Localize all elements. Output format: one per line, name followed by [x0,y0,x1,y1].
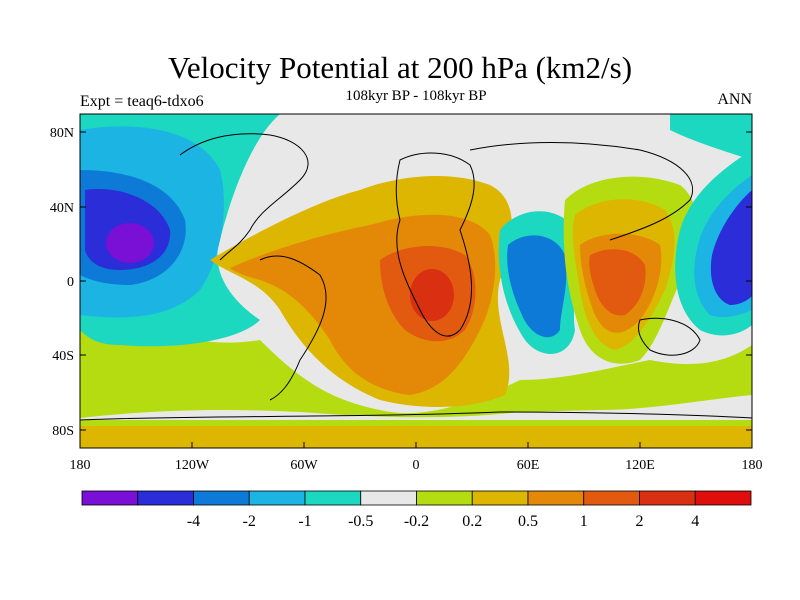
colorbar-swatch [471,490,529,506]
colorbar-label: 4 [691,513,699,530]
lat-tick-label: 80N [50,126,74,141]
colorbar-label: 1 [580,513,588,530]
lat-tick-label: 40N [50,201,74,216]
colorbar-swatch [137,490,194,506]
colorbar: -4 -2 -1 -0.5 -0.2 0.2 0.5 1 2 4 [81,490,752,530]
lon-tick-label: 0 [413,458,420,473]
lon-tick-label: 60E [517,458,540,473]
lon-tick-label: 180 [742,458,763,473]
velocity-potential-field [80,114,752,448]
map-subtitle: 108kyr BP - 108kyr BP [345,88,487,104]
colorbar-swatch [193,490,250,506]
lon-tick-label: 120W [175,458,210,473]
colorbar-swatch [81,490,139,506]
lon-tick-label: 120E [625,458,655,473]
lat-tick-label: 80S [52,424,74,439]
latitude-axis: 80N 40N 0 40S 80S [50,126,752,439]
colorbar-swatch [360,490,417,506]
colorbar-swatch [416,490,473,506]
lat-tick-label: 40S [52,349,74,364]
lon-tick-label: 60W [290,458,318,473]
colorbar-swatch [694,490,752,506]
coastlines [80,133,752,421]
experiment-label: Expt = teaq6-tdxo6 [80,93,204,110]
colorbar-label: 2 [636,513,644,530]
map-title: Velocity Potential at 200 hPa (km2/s) [167,50,633,85]
colorbar-swatch [248,490,306,506]
colorbar-label: -2 [243,513,256,530]
colorbar-label: -0.5 [348,513,373,530]
colorbar-label: -0.2 [404,513,429,530]
season-label: ANN [717,91,752,108]
colorbar-label: -4 [187,513,200,530]
colorbar-label: 0.5 [518,513,538,530]
colorbar-swatch [304,490,362,506]
colorbar-label: 0.2 [462,513,482,530]
colorbar-label: -1 [298,513,311,530]
longitude-axis: 180 120W 60W 0 60E 120E 180 [70,442,763,473]
colorbar-swatch [527,490,585,506]
lat-tick-label: 0 [67,275,74,290]
colorbar-swatch [639,490,696,506]
colorbar-swatch [583,490,640,506]
lon-tick-label: 180 [70,458,91,473]
